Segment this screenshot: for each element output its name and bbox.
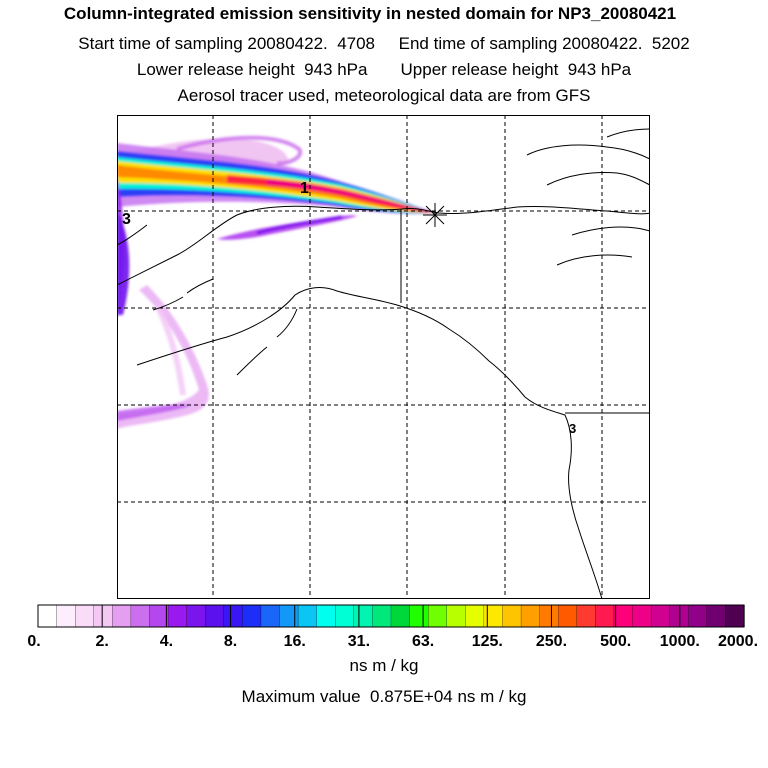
colorbar-cell xyxy=(446,604,466,628)
colorbar-tick-label: 63. xyxy=(412,633,434,650)
colorbar-cell xyxy=(613,604,634,628)
colorbar-tick-label: 2000. xyxy=(718,633,758,650)
lat-lon-grid xyxy=(117,115,650,599)
colorbar-outline xyxy=(37,604,745,628)
colorbar-cell xyxy=(632,604,652,628)
colorbar-cell xyxy=(706,604,727,628)
colorbar-cell xyxy=(260,604,281,628)
colorbar-cell xyxy=(409,604,429,628)
colorbar-cell xyxy=(372,604,392,628)
colorbar-cell xyxy=(205,604,225,628)
colorbar-tick-label: 250. xyxy=(536,633,567,650)
colorbar-cell xyxy=(316,604,336,628)
colorbar-cell xyxy=(520,604,541,628)
colorbar-cell xyxy=(650,604,671,628)
colorbar-tick-label: 2. xyxy=(96,633,109,650)
colorbar-tick-label: 500. xyxy=(600,633,631,650)
maximum-value-label: Maximum value 0.875E+04 ns m / kg xyxy=(241,687,527,706)
political-boundaries xyxy=(400,209,650,414)
colorbar-tick-label: 1000. xyxy=(660,633,700,650)
colorbar-cell xyxy=(428,604,448,628)
colorbar-tick-label: 0. xyxy=(27,633,40,650)
colorbar-tick-labels: 0. 2. 4. 8. 16. 31. 63. 125. 250. 500. 1000. 2000. xyxy=(27,633,758,650)
plot-title: Column-integrated emission sensitivity i… xyxy=(63,4,677,23)
colorbar-major-dividers xyxy=(37,605,745,627)
colorbar-cell xyxy=(112,604,132,628)
colorbar-cell xyxy=(502,604,522,628)
colorbar-cell xyxy=(595,604,615,628)
tracer-info-line: Aerosol tracer used, meteorological data… xyxy=(177,86,591,105)
colorbar-unit-label: ns m / kg xyxy=(349,656,419,675)
colorbar-cells xyxy=(37,604,745,628)
colorbar-cell xyxy=(539,604,559,628)
map-label-1: 1 xyxy=(300,180,309,197)
coastlines xyxy=(117,128,650,599)
release-location-marker xyxy=(423,203,447,227)
colorbar-cell xyxy=(390,604,411,628)
colorbar-cell xyxy=(297,604,318,628)
colorbar-cell xyxy=(186,604,206,628)
map-label-3-west: 3 xyxy=(122,211,131,228)
colorbar-tick-label: 125. xyxy=(472,633,503,650)
colorbar-cell xyxy=(669,604,689,628)
colorbar-cell xyxy=(149,604,169,628)
colorbar-cell xyxy=(335,604,355,628)
map-label-3-south: 3 xyxy=(569,421,576,436)
colorbar-cell xyxy=(242,604,262,628)
colorbar-tick-label: 4. xyxy=(160,633,173,650)
colorbar-cell xyxy=(576,604,597,628)
colorbar-cell xyxy=(688,604,708,628)
colorbar-tick-label: 31. xyxy=(348,633,370,650)
colorbar-cell xyxy=(725,604,745,628)
colorbar-cell xyxy=(56,604,76,628)
colorbar-cell xyxy=(93,604,113,628)
sampling-time-line: Start time of sampling 20080422. 4708 En… xyxy=(78,34,690,53)
colorbar-cell xyxy=(558,604,578,628)
colorbar-cell xyxy=(167,604,188,628)
colorbar-cell xyxy=(75,604,95,628)
colorbar-cell xyxy=(353,604,374,628)
colorbar-cell xyxy=(279,604,299,628)
colorbar-cell xyxy=(223,604,244,628)
colorbar-cell xyxy=(483,604,504,628)
colorbar-cell xyxy=(465,604,485,628)
colorbar-cell xyxy=(37,604,58,628)
colorbar-tick-label: 16. xyxy=(284,633,306,650)
release-height-line: Lower release height 943 hPa Upper relea… xyxy=(136,60,632,79)
emission-plume xyxy=(117,135,435,429)
map: 1 3 3 xyxy=(117,115,650,599)
colorbar-cell xyxy=(130,604,151,628)
colorbar-tick-label: 8. xyxy=(224,633,237,650)
